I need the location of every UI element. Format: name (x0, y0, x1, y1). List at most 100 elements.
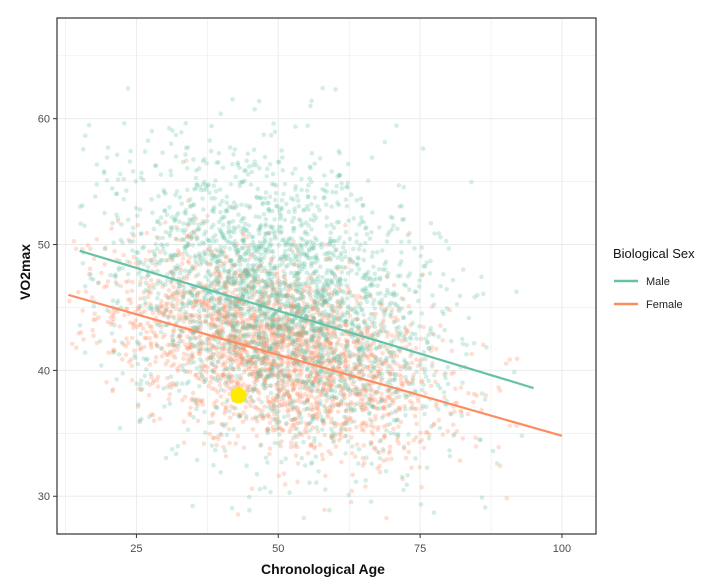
point-male (154, 235, 160, 240)
point-female (224, 310, 230, 316)
point-male (327, 507, 332, 513)
point-male (301, 294, 307, 300)
point-female (265, 356, 270, 362)
point-female (381, 435, 387, 441)
point-female (373, 311, 379, 317)
point-female (331, 437, 337, 443)
point-male (199, 365, 204, 371)
point-female (343, 222, 348, 228)
point-male (263, 222, 269, 227)
point-male (218, 376, 224, 381)
point-male (138, 231, 144, 237)
point-female (408, 406, 413, 411)
point-female (403, 395, 409, 401)
point-female (319, 392, 325, 398)
point-female (150, 310, 156, 316)
point-male (213, 178, 218, 183)
point-male (385, 369, 390, 374)
point-male (252, 243, 257, 248)
point-male (137, 282, 143, 288)
point-female (291, 262, 297, 268)
point-male (346, 492, 352, 498)
point-male (226, 377, 232, 382)
point-male (351, 379, 357, 384)
point-male (350, 246, 356, 252)
point-female (312, 299, 318, 304)
point-female (149, 375, 154, 380)
point-female (281, 471, 287, 477)
point-female (258, 341, 264, 347)
point-female (279, 358, 284, 363)
point-male (285, 413, 291, 418)
point-male (264, 174, 270, 179)
point-male (202, 296, 207, 301)
point-male (384, 428, 389, 433)
point-male (198, 338, 203, 344)
point-male (263, 291, 269, 296)
point-male (171, 343, 177, 348)
point-female (389, 397, 394, 403)
point-female (181, 356, 186, 361)
point-female (192, 299, 198, 304)
point-male (102, 246, 108, 252)
point-female (228, 320, 234, 326)
point-male (281, 293, 287, 299)
point-male (422, 370, 428, 376)
point-male (292, 304, 298, 310)
point-male (205, 314, 210, 319)
point-female (379, 391, 384, 397)
point-female (364, 329, 370, 335)
point-male (186, 379, 191, 384)
point-male (407, 287, 412, 293)
point-female (396, 441, 402, 446)
point-male (196, 308, 202, 314)
point-male (350, 444, 355, 449)
point-male (337, 235, 343, 240)
point-female (389, 367, 395, 372)
point-female (260, 294, 265, 300)
point-female (308, 350, 314, 355)
point-male (138, 382, 143, 387)
point-female (399, 381, 404, 386)
point-female (325, 336, 330, 342)
point-female (451, 370, 457, 375)
point-female (327, 384, 332, 390)
point-female (76, 331, 81, 336)
point-male (281, 191, 286, 197)
point-female (278, 362, 284, 368)
point-female (341, 392, 347, 398)
point-female (365, 354, 370, 359)
point-male (299, 419, 304, 425)
point-female (295, 283, 301, 289)
point-male (166, 296, 171, 301)
point-male (222, 423, 227, 429)
point-male (322, 298, 328, 304)
point-male (245, 257, 250, 263)
point-female (197, 312, 203, 318)
point-female (317, 442, 323, 448)
point-female (434, 401, 439, 406)
point-male (221, 264, 227, 269)
point-female (419, 437, 425, 443)
point-female (235, 242, 240, 247)
point-male (334, 183, 339, 189)
point-male (304, 400, 310, 405)
point-male (115, 298, 121, 304)
point-female (289, 383, 295, 388)
point-male (156, 193, 161, 199)
point-male (354, 271, 360, 277)
point-female (199, 301, 204, 307)
point-male (344, 340, 350, 346)
point-female (210, 376, 215, 381)
point-female (91, 317, 96, 323)
point-female (319, 452, 325, 458)
point-male (313, 260, 318, 265)
point-male (367, 316, 372, 322)
point-male (260, 201, 265, 207)
point-female (432, 421, 437, 427)
point-female (185, 352, 190, 358)
point-male (312, 439, 317, 444)
point-male (224, 200, 230, 205)
point-male (358, 196, 364, 202)
point-male (367, 387, 373, 393)
